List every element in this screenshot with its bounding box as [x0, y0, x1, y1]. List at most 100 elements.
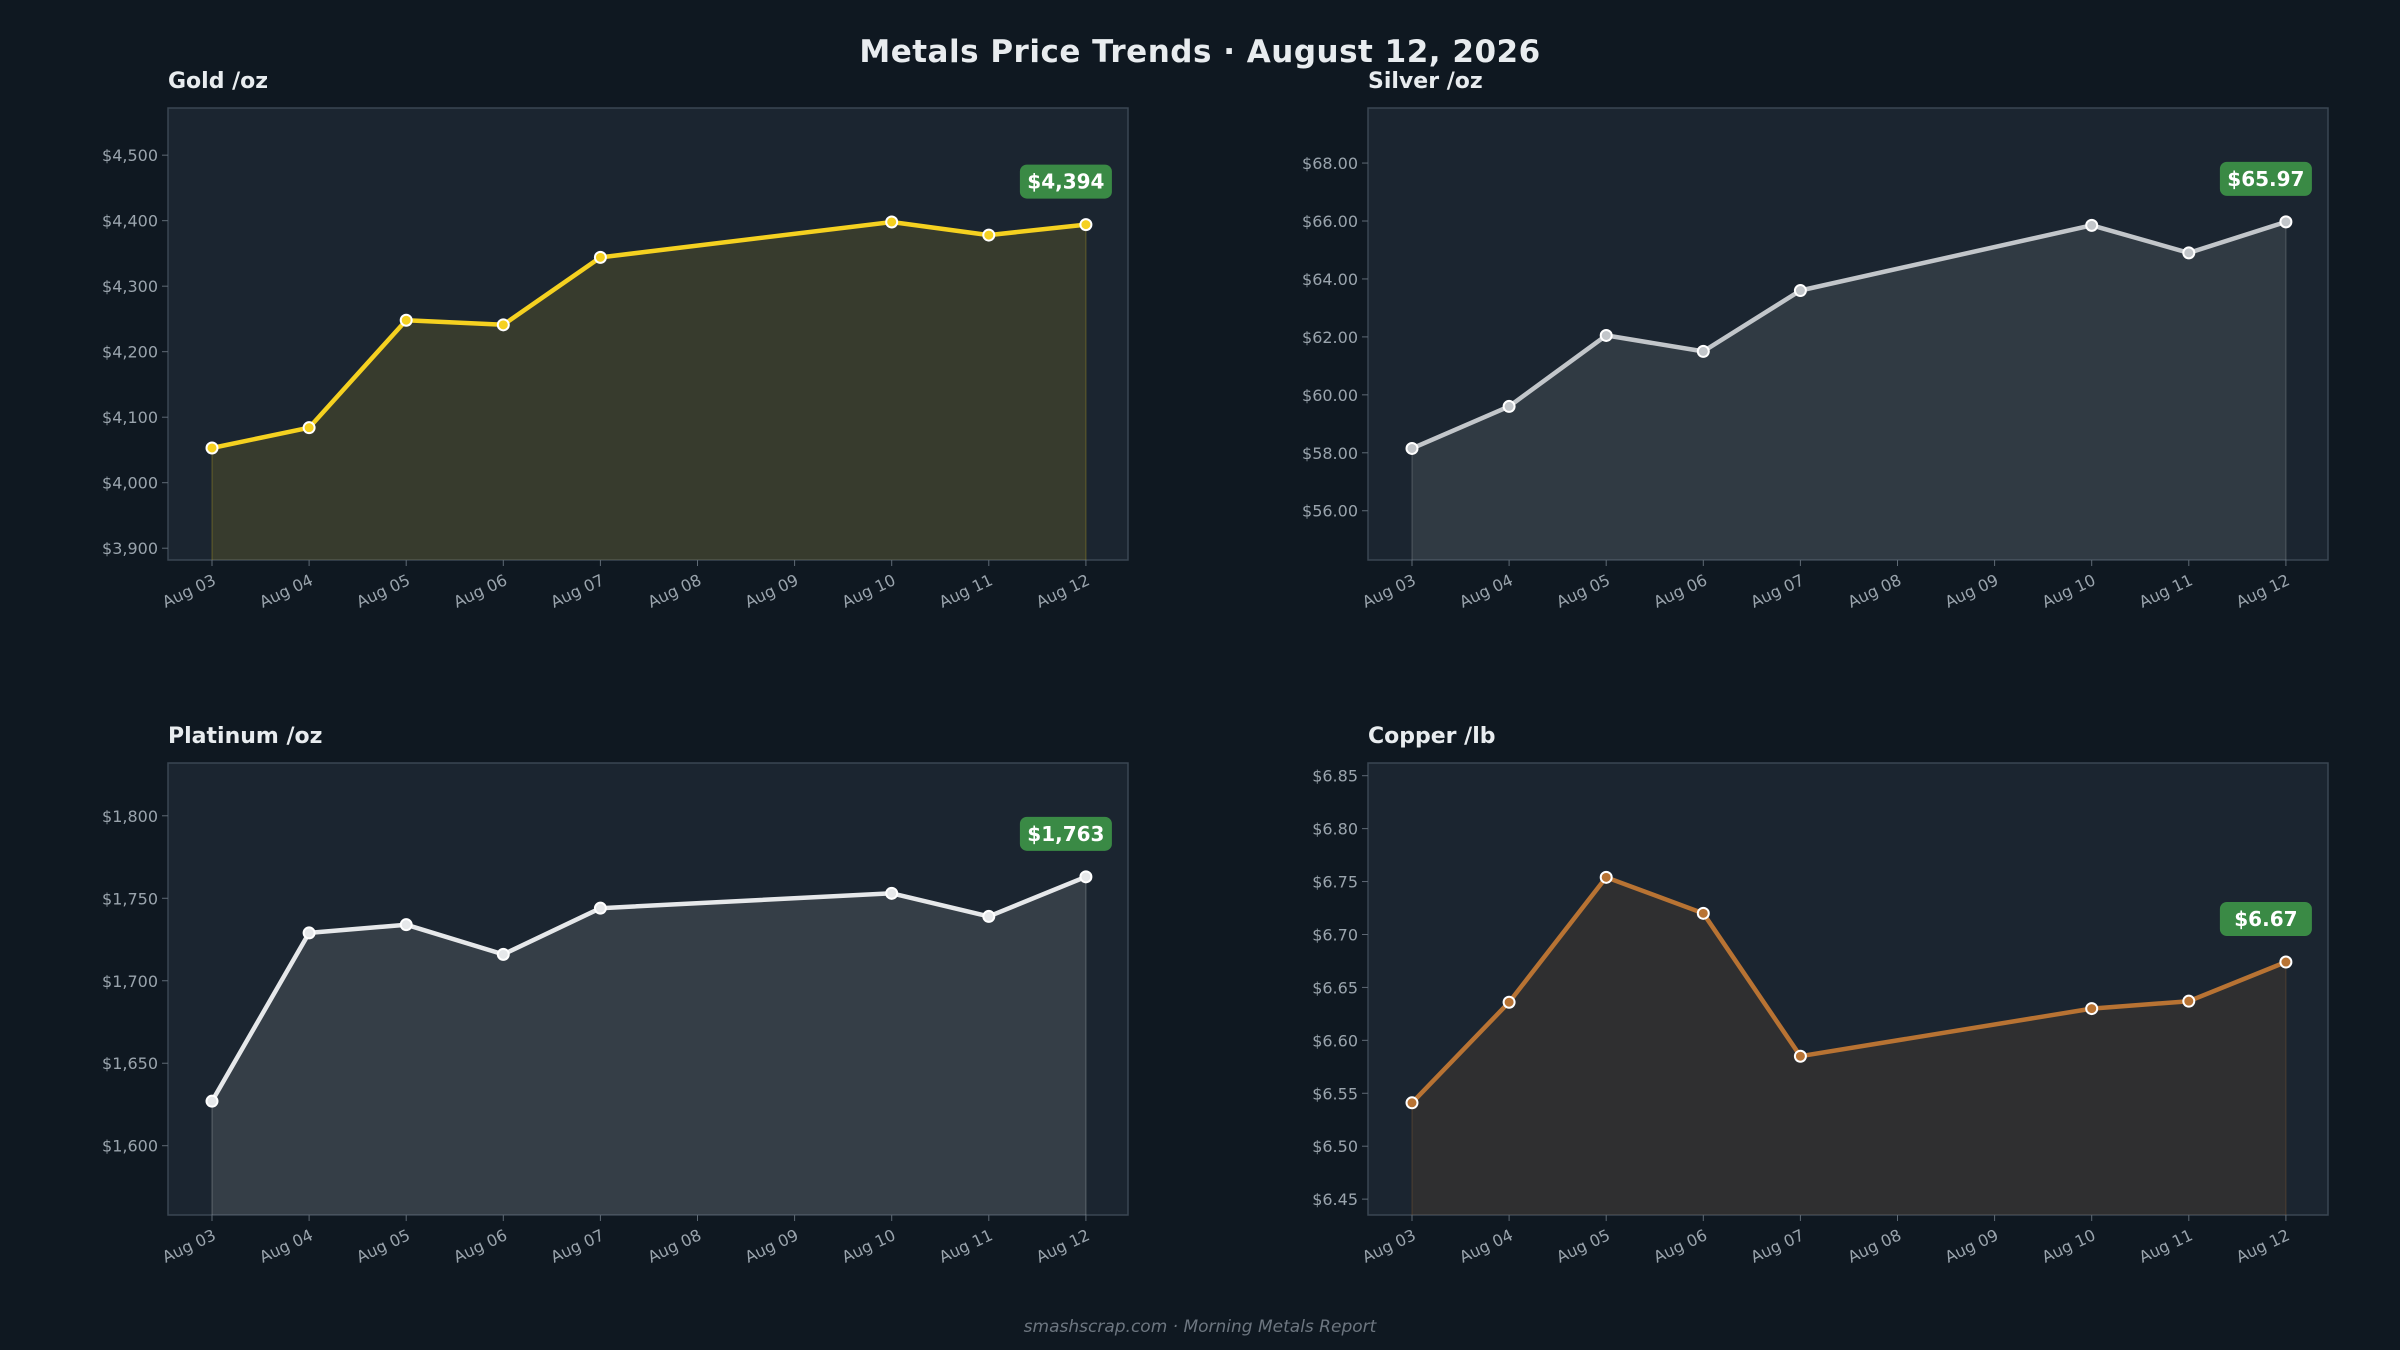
latest-value-badge — [1019, 164, 1112, 199]
data-point — [885, 886, 899, 900]
latest-value-badge — [2219, 161, 2312, 196]
x-tick-label: Aug 07 — [1748, 570, 1807, 611]
y-tick-label: $64.00 — [1302, 270, 1358, 289]
y-tick-label: $1,800 — [102, 807, 158, 826]
data-point — [593, 250, 607, 264]
y-tick-label: $68.00 — [1302, 154, 1358, 173]
x-tick-label: Aug 03 — [1359, 570, 1418, 611]
data-point — [2279, 955, 2293, 969]
data-point — [1502, 399, 1516, 413]
data-point — [1793, 1049, 1807, 1063]
data-point — [2085, 1002, 2099, 1016]
x-tick-label: Aug 12 — [1033, 1225, 1092, 1266]
latest-value-label: $1,763 — [1027, 822, 1104, 846]
chart-title: Copper /lb — [1368, 724, 1496, 749]
y-tick-label: $1,650 — [102, 1054, 158, 1073]
latest-value-label: $6.67 — [2234, 907, 2297, 931]
latest-value-label: $4,394 — [1027, 170, 1104, 194]
x-tick-label: Aug 10 — [2039, 570, 2098, 611]
data-point — [399, 918, 413, 932]
chart-panel-silver: Silver /oz $56.00 $58.00 $60.00 $62.00 $64.00… — [1302, 69, 2329, 612]
chart-panel-copper: Copper /lb $6.45 $6.50 $6.55 $6.60 $6.65 $6.70… — [1312, 724, 2329, 1267]
y-tick-label: $60.00 — [1302, 386, 1358, 405]
data-point — [2182, 246, 2196, 260]
chart-panel-gold: Gold /oz $3,900 $4,000 $4,100 $4,200 $4,300 $4… — [102, 69, 1129, 612]
data-point — [982, 909, 996, 923]
x-tick-label: Aug 03 — [159, 1225, 218, 1266]
x-tick-label: Aug 08 — [1845, 570, 1904, 611]
data-point — [1405, 1096, 1419, 1110]
data-point — [1405, 441, 1419, 455]
data-point — [885, 215, 899, 229]
x-tick-label: Aug 03 — [1359, 1225, 1418, 1266]
chart-title: Platinum /oz — [168, 724, 322, 749]
x-tick-label: Aug 08 — [1845, 1225, 1904, 1266]
plot-area — [167, 107, 1129, 561]
x-tick-label: Aug 09 — [1942, 570, 2001, 611]
y-tick-label: $6.85 — [1312, 767, 1358, 786]
data-point — [593, 901, 607, 915]
chart-title: Silver /oz — [1368, 69, 1483, 94]
x-tick-label: Aug 10 — [839, 1225, 898, 1266]
x-tick-label: Aug 09 — [742, 570, 801, 611]
x-tick-label: Aug 07 — [1748, 1225, 1807, 1266]
chart-title: Gold /oz — [168, 69, 268, 94]
y-tick-label: $66.00 — [1302, 212, 1358, 231]
data-point — [1502, 995, 1516, 1009]
y-tick-label: $6.50 — [1312, 1137, 1358, 1156]
y-tick-label: $1,600 — [102, 1137, 158, 1156]
x-tick-label: Aug 09 — [1942, 1225, 2001, 1266]
plot-area — [1367, 107, 2329, 561]
x-tick-label: Aug 08 — [645, 1225, 704, 1266]
data-point — [302, 926, 316, 940]
series-area — [1412, 877, 2286, 1215]
y-tick-label: $3,900 — [102, 539, 158, 558]
x-tick-label: Aug 10 — [2039, 1225, 2098, 1266]
data-point — [1599, 870, 1613, 884]
x-tick-label: Aug 04 — [256, 570, 315, 611]
chart-panel-platinum: Platinum /oz $1,600 $1,650 $1,700 $1,750 $1,8… — [102, 724, 1129, 1267]
x-tick-label: Aug 11 — [2136, 1225, 2195, 1266]
y-tick-label: $56.00 — [1302, 502, 1358, 521]
x-tick-label: Aug 07 — [548, 1225, 607, 1266]
x-tick-label: Aug 12 — [1033, 570, 1092, 611]
y-tick-label: $6.65 — [1312, 978, 1358, 997]
x-tick-label: Aug 04 — [256, 1225, 315, 1266]
x-tick-label: Aug 06 — [451, 570, 510, 611]
x-tick-label: Aug 05 — [353, 1225, 412, 1266]
data-point — [205, 441, 219, 455]
x-tick-label: Aug 06 — [1651, 1225, 1710, 1266]
page-title: Metals Price Trends · August 12, 2026 — [859, 34, 1541, 70]
x-tick-label: Aug 06 — [1651, 570, 1710, 611]
series-area — [212, 222, 1086, 560]
latest-value-badge — [2219, 902, 2312, 937]
y-tick-label: $1,700 — [102, 972, 158, 991]
y-tick-label: $6.55 — [1312, 1084, 1358, 1103]
data-point — [1793, 284, 1807, 298]
data-point — [1079, 218, 1093, 232]
x-tick-label: Aug 05 — [1553, 570, 1612, 611]
x-tick-label: Aug 11 — [936, 1225, 995, 1266]
plot-area — [1367, 762, 2329, 1216]
x-tick-label: Aug 12 — [2233, 570, 2292, 611]
latest-value-label: $65.97 — [2227, 167, 2304, 191]
data-point — [302, 421, 316, 435]
x-tick-label: Aug 04 — [1456, 570, 1515, 611]
y-tick-label: $4,500 — [102, 146, 158, 165]
y-tick-label: $1,750 — [102, 889, 158, 908]
data-point — [1079, 870, 1093, 884]
x-tick-label: Aug 05 — [1553, 1225, 1612, 1266]
y-tick-label: $6.45 — [1312, 1190, 1358, 1209]
data-point — [982, 228, 996, 242]
x-tick-label: Aug 03 — [159, 570, 218, 611]
data-point — [1696, 344, 1710, 358]
x-tick-label: Aug 12 — [2233, 1225, 2292, 1266]
series-area — [212, 876, 1086, 1215]
y-tick-label: $4,000 — [102, 474, 158, 493]
data-point — [399, 313, 413, 327]
series-line — [209, 874, 1089, 1104]
x-tick-label: Aug 10 — [839, 570, 898, 611]
y-tick-label: $4,400 — [102, 212, 158, 231]
y-tick-label: $6.80 — [1312, 820, 1358, 839]
